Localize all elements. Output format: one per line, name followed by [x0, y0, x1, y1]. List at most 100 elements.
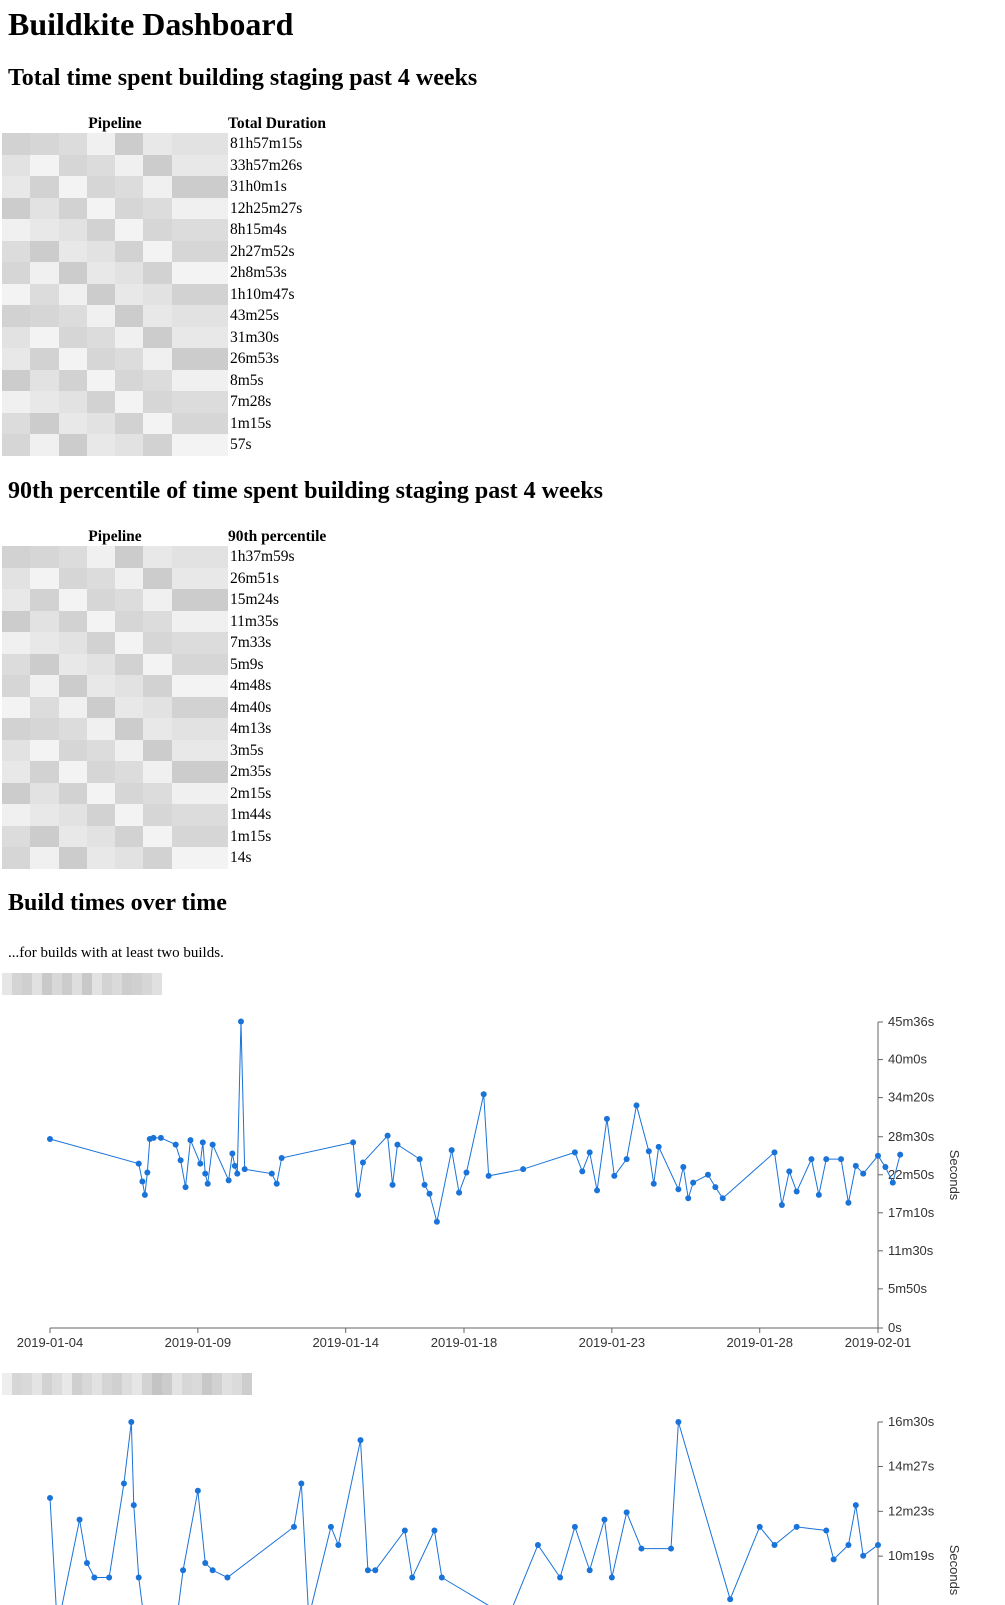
page-title: Buildkite Dashboard	[8, 6, 294, 42]
data-point	[438, 1574, 445, 1581]
duration-cell: 4m40s	[230, 698, 272, 716]
table-row: 12h25m27s	[2, 197, 326, 219]
chart-1-pipeline-label-redacted	[2, 973, 162, 995]
table-row: 31h0m1s	[2, 176, 326, 198]
pipeline-name-redacted	[2, 305, 228, 327]
data-point	[268, 1170, 275, 1177]
data-point	[231, 1162, 238, 1169]
x-tick-label: 2019-01-28	[726, 1335, 793, 1350]
duration-cell: 2m35s	[230, 763, 272, 781]
data-point	[771, 1149, 778, 1156]
data-point	[601, 1516, 608, 1523]
data-point	[845, 1541, 852, 1548]
pipeline-name-redacted	[2, 283, 228, 305]
table-row: 8h15m4s	[2, 219, 326, 241]
data-point	[815, 1191, 822, 1198]
data-point	[845, 1199, 852, 1206]
data-point	[144, 1169, 151, 1176]
build-times-chart-2: 10m19s 12m23s 14m27s 16m30s Seconds	[47, 1414, 962, 1605]
total-duration-table: Pipeline Total Duration 81h57m15s 33h57m2…	[2, 111, 326, 456]
data-point	[364, 1567, 371, 1574]
data-point	[756, 1523, 763, 1530]
data-point	[202, 1170, 209, 1177]
data-point	[520, 1166, 527, 1173]
duration-cell: 1m44s	[230, 806, 272, 824]
table-row: 14s	[2, 847, 326, 869]
series-line	[49, 1021, 901, 1222]
duration-cell: 5m9s	[230, 655, 264, 673]
data-point	[355, 1191, 362, 1198]
data-point	[793, 1523, 800, 1530]
data-point	[180, 1567, 187, 1574]
pipeline-name-redacted	[2, 718, 228, 740]
data-point	[690, 1179, 697, 1186]
data-point	[150, 1134, 157, 1141]
data-point	[650, 1180, 657, 1187]
table-row: 15m24s	[2, 589, 326, 611]
data-point	[182, 1184, 189, 1191]
data-point	[557, 1574, 564, 1581]
pipeline-name-redacted	[2, 804, 228, 826]
duration-cell: 7m28s	[230, 393, 272, 411]
data-point	[668, 1545, 674, 1552]
table-row: 43m25s	[2, 305, 326, 327]
y-tick-label: 0s	[888, 1320, 902, 1335]
table-row: 5m9s	[2, 653, 326, 675]
data-point	[389, 1181, 396, 1188]
data-point	[534, 1541, 541, 1548]
y-axis-title: Seconds	[947, 1150, 962, 1201]
pipeline-name-redacted	[2, 739, 228, 761]
data-point	[350, 1139, 357, 1146]
data-point	[209, 1141, 216, 1148]
y-axis: 0s 5m50s 11m30s 17m10s 22m50s 28m30s 34m20s 40m…	[877, 1014, 935, 1335]
data-point	[586, 1149, 593, 1156]
data-point	[194, 1487, 201, 1494]
data-point	[202, 1560, 209, 1567]
data-point	[204, 1180, 211, 1187]
duration-cell: 2m15s	[230, 784, 272, 802]
table-row: 33h57m26s	[2, 154, 326, 176]
y-axis: 10m19s 12m23s 14m27s 16m30s	[877, 1414, 935, 1605]
x-tick-label: 2019-01-04	[17, 1335, 84, 1350]
data-point	[225, 1177, 232, 1184]
table-row: 4m40s	[2, 696, 326, 718]
duration-cell: 1h10m47s	[230, 285, 295, 303]
x-tick-label: 2019-02-01	[845, 1335, 912, 1350]
data-point	[384, 1132, 391, 1139]
data-point	[448, 1147, 455, 1154]
data-point	[645, 1148, 652, 1155]
duration-cell: 2h27m52s	[230, 242, 295, 260]
y-tick-label: 22m50s	[888, 1167, 935, 1182]
data-point	[675, 1419, 682, 1425]
data-point	[433, 1218, 440, 1225]
column-header-total-duration: Total Duration	[228, 115, 327, 132]
pipeline-name-redacted	[2, 782, 228, 804]
table-row: 1m15s	[2, 412, 326, 434]
pipeline-name-redacted	[2, 369, 228, 391]
data-point	[120, 1480, 127, 1487]
pipeline-name-redacted	[2, 847, 228, 869]
x-tick-label: 2019-01-23	[579, 1335, 646, 1350]
data-point	[608, 1574, 615, 1581]
data-point	[394, 1141, 401, 1148]
data-point	[83, 1560, 90, 1567]
table-row: 1h10m47s	[2, 283, 326, 305]
data-point	[234, 1170, 241, 1177]
data-point	[586, 1567, 593, 1574]
table-row: 8m5s	[2, 369, 326, 391]
data-point	[463, 1169, 470, 1176]
table-row: 4m13s	[2, 718, 326, 740]
data-point	[327, 1523, 334, 1530]
data-point	[199, 1139, 206, 1146]
duration-cell: 43m25s	[230, 307, 280, 325]
data-point	[485, 1172, 492, 1179]
pipeline-name-redacted	[2, 391, 228, 413]
table-row: 7m28s	[2, 391, 326, 413]
build-times-chart-1: 0s 5m50s 11m30s 17m10s 22m50s 28m30s 34m20s 40m…	[17, 1014, 962, 1350]
y-tick-label: 10m19s	[888, 1548, 935, 1563]
column-header-90th-percentile: 90th percentile	[228, 528, 327, 545]
builds-note: ...for builds with at least two builds.	[8, 945, 224, 961]
pipeline-name-redacted	[2, 133, 228, 155]
data-point	[431, 1527, 438, 1534]
data-point	[655, 1143, 662, 1150]
